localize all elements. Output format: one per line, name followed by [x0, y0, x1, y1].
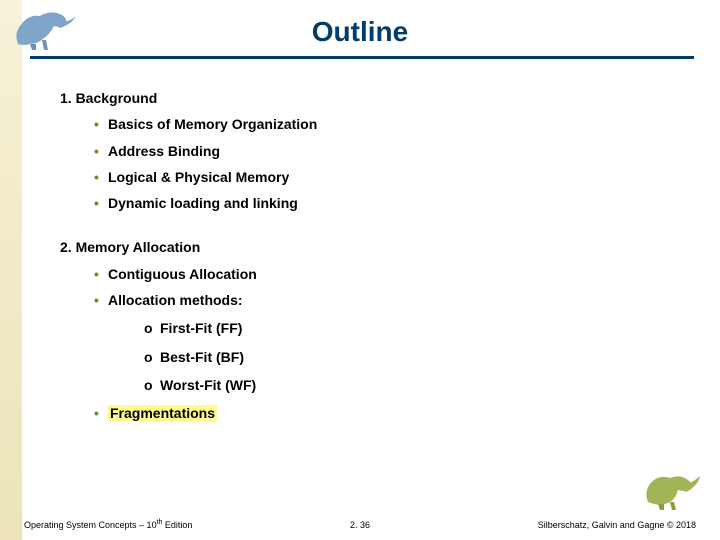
bullet-item: Basics of Memory Organization — [94, 114, 660, 134]
bullet-item: Allocation methods: — [94, 290, 660, 310]
bullet-item: Address Binding — [94, 141, 660, 161]
content-area: 1. Background Basics of Memory Organizat… — [60, 82, 660, 430]
subbullet-item: Best-Fit (BF) — [144, 347, 660, 367]
section-2-subbullets: First-Fit (FF) Best-Fit (BF) Worst-Fit (… — [144, 318, 660, 395]
dinosaur-bottom-icon — [642, 468, 702, 512]
subbullet-item: Worst-Fit (WF) — [144, 375, 660, 395]
subbullet-item: First-Fit (FF) — [144, 318, 660, 338]
left-accent-band — [0, 0, 22, 540]
section-2-bullets: Contiguous Allocation Allocation methods… — [94, 264, 660, 311]
bullet-item: Contiguous Allocation — [94, 264, 660, 284]
section-1-bullets: Basics of Memory Organization Address Bi… — [94, 114, 660, 213]
title-underline — [30, 56, 694, 59]
slide: Outline 1. Background Basics of Memory O… — [0, 0, 720, 540]
bullet-item: Fragmentations — [94, 403, 660, 423]
slide-title: Outline — [0, 16, 720, 48]
section-heading-2: 2. Memory Allocation — [60, 237, 660, 257]
section-2-bullets-after: Fragmentations — [94, 403, 660, 423]
section-heading-1: 1. Background — [60, 88, 660, 108]
bullet-item: Dynamic loading and linking — [94, 193, 660, 213]
footer-right: Silberschatz, Galvin and Gagne © 2018 — [538, 520, 696, 530]
highlighted-text: Fragmentations — [108, 405, 217, 421]
bullet-item: Logical & Physical Memory — [94, 167, 660, 187]
